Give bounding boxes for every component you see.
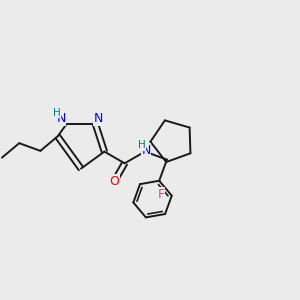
Text: H: H xyxy=(53,108,61,118)
Text: N: N xyxy=(141,144,151,157)
Text: N: N xyxy=(56,112,66,125)
Text: H: H xyxy=(138,140,146,150)
Text: F: F xyxy=(158,188,165,201)
Text: O: O xyxy=(109,175,119,188)
Text: N: N xyxy=(94,112,103,125)
